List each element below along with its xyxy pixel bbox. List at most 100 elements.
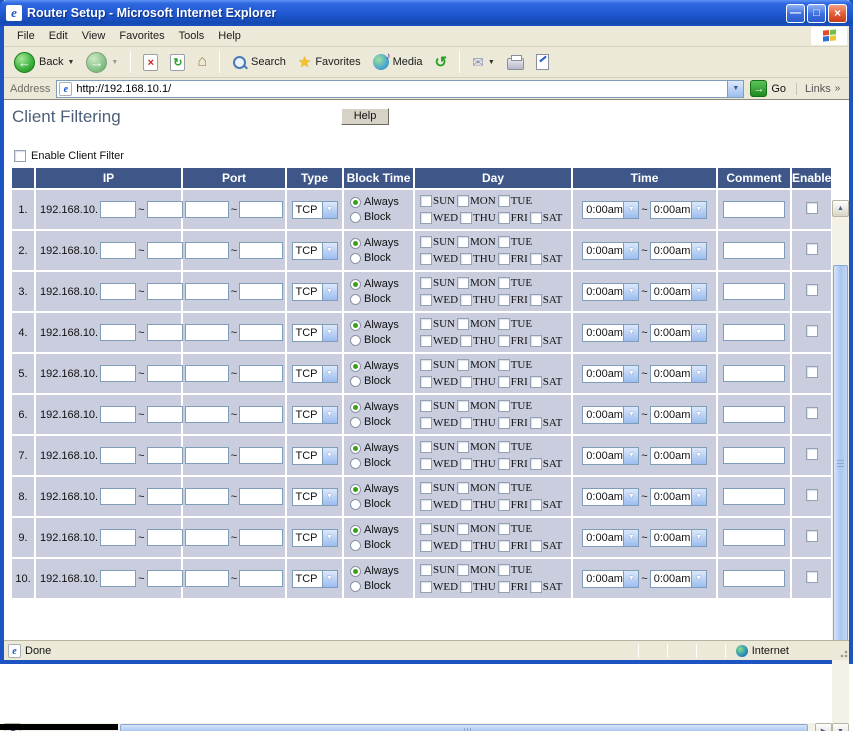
enable-client-filter-checkbox[interactable] [14,150,26,162]
day-sun-checkbox[interactable]: SUN [420,564,455,576]
day-sun-checkbox[interactable]: SUN [420,482,455,494]
block-time-always-option[interactable]: Always [346,236,411,251]
time-start-select[interactable]: 0:00am ▼ [582,364,640,383]
scroll-right-icon[interactable]: ▶ [815,723,832,731]
block-time-always-option[interactable]: Always [346,359,411,374]
time-start-select[interactable]: 0:00am ▼ [582,282,640,301]
time-start-select[interactable]: 0:00am ▼ [582,323,640,342]
vertical-scrollbar[interactable]: ▲ ▼ [832,200,849,731]
day-fri-checkbox[interactable]: FRI [497,335,528,347]
day-thu-checkbox[interactable]: THU [460,499,496,511]
protocol-type-select[interactable]: TCP ▼ [291,446,338,465]
horizontal-scroll-thumb[interactable] [120,724,808,731]
day-sun-checkbox[interactable]: SUN [420,277,455,289]
comment-input[interactable] [723,529,785,546]
time-end-select[interactable]: 0:00am ▼ [649,528,707,547]
day-thu-checkbox[interactable]: THU [460,417,496,429]
day-tue-checkbox[interactable]: TUE [497,359,532,371]
time-end-select[interactable]: 0:00am ▼ [649,241,707,260]
day-wed-checkbox[interactable]: WED [420,458,458,470]
block-time-always-option[interactable]: Always [346,277,411,292]
time-end-select[interactable]: 0:00am ▼ [649,282,707,301]
protocol-type-select[interactable]: TCP ▼ [291,487,338,506]
day-wed-checkbox[interactable]: WED [420,417,458,429]
port-range-end-input[interactable] [239,242,284,259]
ip-range-start-input[interactable] [100,447,137,464]
protocol-type-select[interactable]: TCP ▼ [291,200,338,219]
enable-row-checkbox[interactable] [805,489,818,501]
time-start-select[interactable]: 0:00am ▼ [582,528,640,547]
time-start-select[interactable]: 0:00am ▼ [582,405,640,424]
day-sun-checkbox[interactable]: SUN [420,359,455,371]
back-button[interactable]: ← Back ▼ [10,50,78,75]
time-end-select[interactable]: 0:00am ▼ [649,364,707,383]
block-time-always-option[interactable]: Always [346,400,411,415]
search-button[interactable]: Search [228,53,290,72]
day-sat-checkbox[interactable]: SAT [529,581,562,593]
ip-range-end-input[interactable] [146,570,183,587]
comment-input[interactable] [723,242,785,259]
day-thu-checkbox[interactable]: THU [460,335,496,347]
block-time-block-option[interactable]: Block [346,333,411,348]
ip-range-start-input[interactable] [100,283,137,300]
comment-input[interactable] [723,406,785,423]
comment-input[interactable] [723,365,785,382]
address-dropdown-icon[interactable]: ▼ [727,80,744,97]
day-sat-checkbox[interactable]: SAT [529,294,562,306]
comment-input[interactable] [723,283,785,300]
port-range-start-input[interactable] [184,365,229,382]
refresh-button[interactable]: ↻ [166,52,189,73]
ip-range-start-input[interactable] [100,365,137,382]
time-end-select[interactable]: 0:00am ▼ [649,446,707,465]
block-time-block-option[interactable]: Block [346,538,411,553]
time-end-select[interactable]: 0:00am ▼ [649,405,707,424]
port-range-end-input[interactable] [239,570,284,587]
enable-row-checkbox[interactable] [805,325,818,337]
day-thu-checkbox[interactable]: THU [460,253,496,265]
block-time-block-option[interactable]: Block [346,292,411,307]
help-button[interactable]: Help [341,108,389,125]
day-mon-checkbox[interactable]: MON [457,195,496,207]
day-sun-checkbox[interactable]: SUN [420,195,455,207]
comment-input[interactable] [723,201,785,218]
day-tue-checkbox[interactable]: TUE [497,318,532,330]
maximize-button[interactable]: □ [807,3,826,23]
time-start-select[interactable]: 0:00am ▼ [582,487,640,506]
enable-row-checkbox[interactable] [805,284,818,296]
port-range-end-input[interactable] [239,324,284,341]
ip-range-start-input[interactable] [100,324,137,341]
port-range-start-input[interactable] [184,201,229,218]
day-sat-checkbox[interactable]: SAT [529,212,562,224]
menu-tools[interactable]: Tools [178,30,205,42]
day-tue-checkbox[interactable]: TUE [497,564,532,576]
day-mon-checkbox[interactable]: MON [457,400,496,412]
history-button[interactable]: ↺ [431,53,452,72]
ip-range-end-input[interactable] [146,406,183,423]
day-fri-checkbox[interactable]: FRI [497,458,528,470]
address-input-box[interactable]: e ▼ [56,79,745,98]
enable-row-checkbox[interactable] [805,366,818,378]
port-range-end-input[interactable] [239,447,284,464]
day-fri-checkbox[interactable]: FRI [497,253,528,265]
close-button[interactable]: × [828,3,847,23]
protocol-type-select[interactable]: TCP ▼ [291,405,338,424]
port-range-start-input[interactable] [184,283,229,300]
protocol-type-select[interactable]: TCP ▼ [291,528,338,547]
time-end-select[interactable]: 0:00am ▼ [649,323,707,342]
forward-button[interactable]: → ▼ [82,50,122,75]
time-end-select[interactable]: 0:00am ▼ [649,487,707,506]
horizontal-scrollbar[interactable]: ◀ ▶ [4,723,832,731]
enable-row-checkbox[interactable] [805,448,818,460]
time-end-select[interactable]: 0:00am ▼ [649,569,707,588]
day-tue-checkbox[interactable]: TUE [497,482,532,494]
comment-input[interactable] [723,324,785,341]
back-dropdown-icon[interactable]: ▼ [67,58,75,66]
day-sun-checkbox[interactable]: SUN [420,236,455,248]
time-end-select[interactable]: 0:00am ▼ [649,200,707,219]
print-button[interactable] [503,53,528,72]
block-time-always-option[interactable]: Always [346,564,411,579]
day-mon-checkbox[interactable]: MON [457,359,496,371]
day-thu-checkbox[interactable]: THU [460,458,496,470]
favorites-button[interactable]: ★ Favorites [294,53,365,72]
ip-range-end-input[interactable] [146,365,183,382]
